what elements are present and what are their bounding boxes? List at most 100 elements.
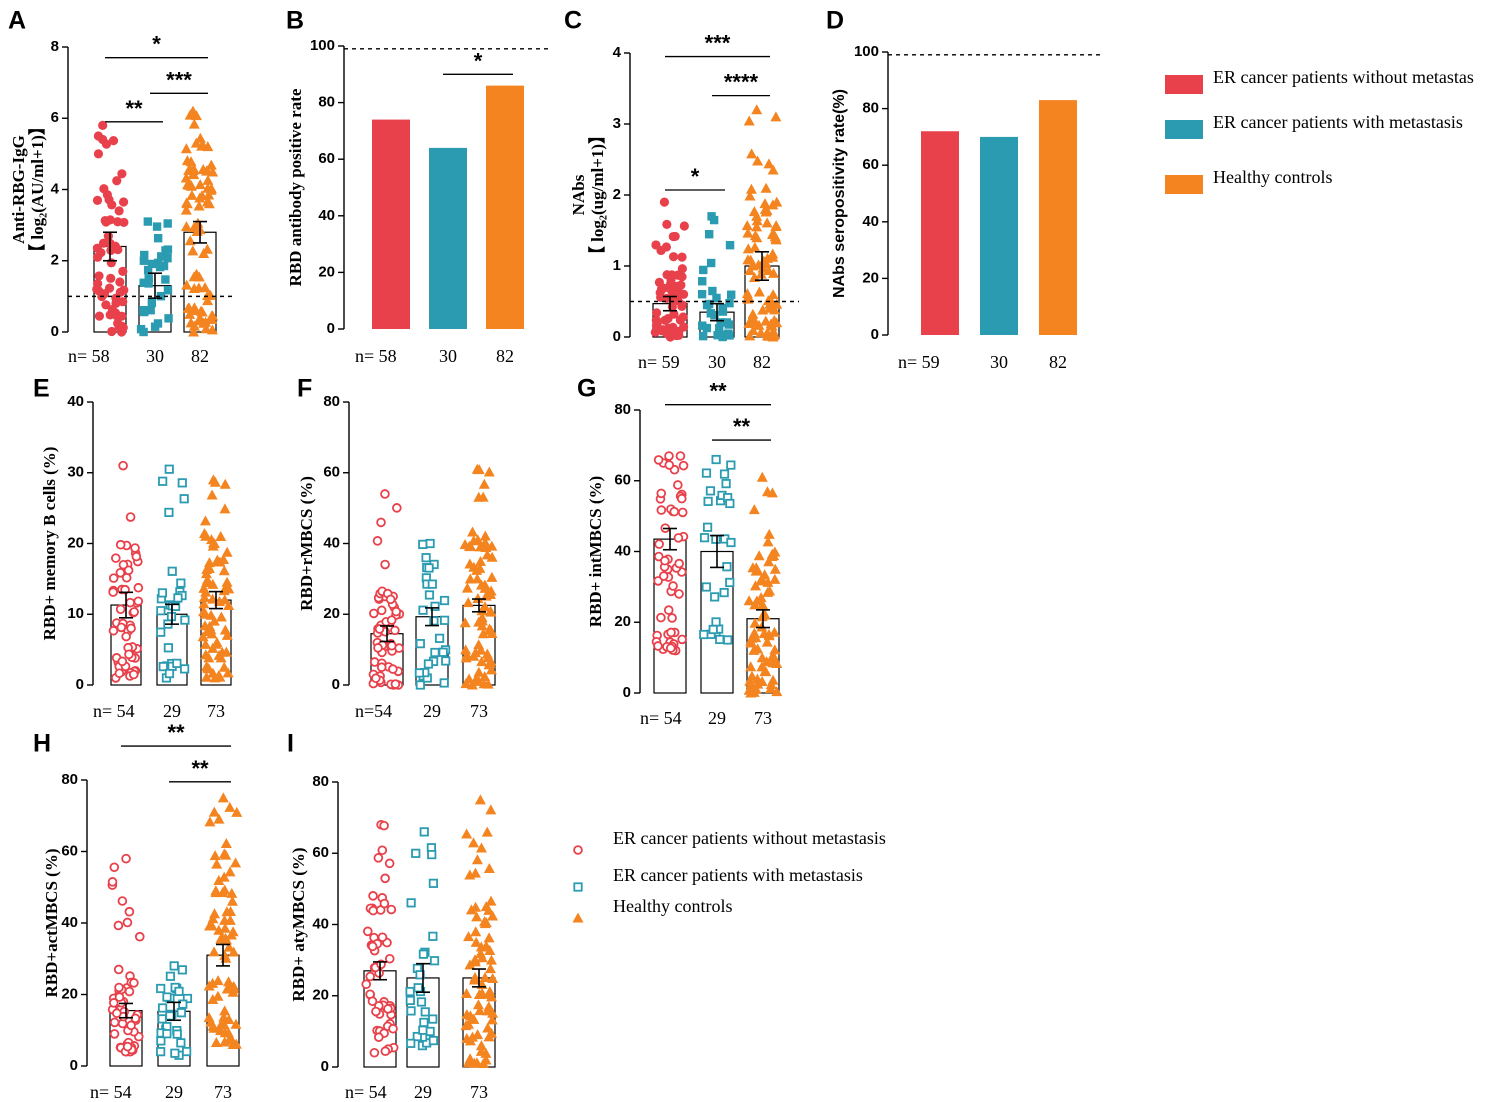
legend-label: ER cancer patients without metastas [1213,67,1474,87]
data-point [405,986,415,997]
data-point [143,265,153,275]
y-tick-label: 40 [614,542,631,559]
panel-label: D [826,7,844,35]
data-point [743,595,755,606]
y-tick-label: 80 [862,100,879,117]
legend-item: ER cancer patients without metastasis [573,828,886,855]
data-point [484,963,496,974]
y-axis-label: RBD+ intMBCS (%) [586,476,605,627]
significance-label: * [152,32,161,57]
data-point [483,1001,495,1012]
data-point [760,182,772,193]
data-point [163,253,172,263]
data-point [119,217,129,228]
data-point [487,973,499,984]
y-axis-label: NAbs seropositivity rate(%) [831,89,848,298]
panel-label: H [33,730,51,758]
data-point [224,914,236,925]
data-point [763,556,775,567]
data-point [768,267,780,278]
data-point [412,1031,422,1042]
data-point [100,215,110,226]
data-point [713,330,722,340]
data-point [475,1040,487,1051]
data-point [664,451,674,461]
data-point [722,318,732,327]
data-point [464,573,476,584]
data-point [230,857,242,868]
n-label: n= 58 [355,346,397,366]
data-point [177,478,187,488]
data-point [768,626,780,637]
data-point [162,992,172,1002]
data-point [164,314,173,323]
data-point [425,1026,435,1037]
data-point [113,964,124,975]
data-point [439,678,449,688]
data-point [743,115,755,126]
data-point [656,612,666,623]
data-point [213,874,225,885]
data-point [386,904,397,915]
data-point [753,286,765,297]
data-point [704,230,714,239]
data-point [751,104,763,115]
data-point [181,197,193,208]
data-point [117,169,127,179]
data-point [133,596,144,607]
data-point [369,608,379,619]
y-tick-label: 100 [310,37,335,54]
data-point [486,1014,498,1025]
data-point [421,553,431,563]
y-tick-label: 40 [67,393,84,410]
data-point [406,1038,416,1048]
data-point [652,308,662,318]
y-tick-label: 0 [76,676,84,693]
data-point [677,634,687,645]
panel-label: A [8,7,26,35]
data-point [666,627,676,638]
data-point [109,1017,120,1028]
data-point [157,1003,168,1013]
data-point [188,326,200,337]
data-point [164,507,174,518]
data-point [461,828,473,839]
data-point [405,995,415,1006]
data-point [479,971,491,982]
data-point [420,1007,430,1017]
data-point [108,625,119,636]
data-point [211,858,223,869]
data-point [673,533,684,543]
y-tick-label: 4 [51,180,60,197]
data-point [756,471,768,482]
data-point [766,320,778,331]
data-point [180,615,190,625]
data-point [373,853,384,863]
data-point [379,820,389,831]
data-point [662,270,672,280]
data-point [472,593,484,604]
data-point [208,615,220,626]
data-point [763,158,775,169]
data-point [425,538,435,549]
legend-marker [573,882,583,892]
data-point [467,1013,479,1024]
data-point [747,308,759,319]
legend-label: ER cancer patients without metastasis [613,828,886,848]
panel-D: D 0 20 40 60 80 100 NAbs seropositivity rate(%)… [826,7,1102,372]
data-point [221,576,233,587]
data-point [140,250,149,260]
data-point [94,271,104,281]
n-label: 82 [753,352,771,372]
data-point [126,623,136,634]
n-label: 29 [414,1082,432,1102]
data-point [473,491,485,502]
n-label: 30 [990,352,1008,372]
data-point [176,1038,186,1048]
data-point [210,887,222,898]
n-label: 29 [423,701,441,721]
y-tick-label: 80 [323,393,340,410]
n-label: 30 [439,346,457,366]
data-point [113,920,124,931]
data-point [675,451,686,461]
